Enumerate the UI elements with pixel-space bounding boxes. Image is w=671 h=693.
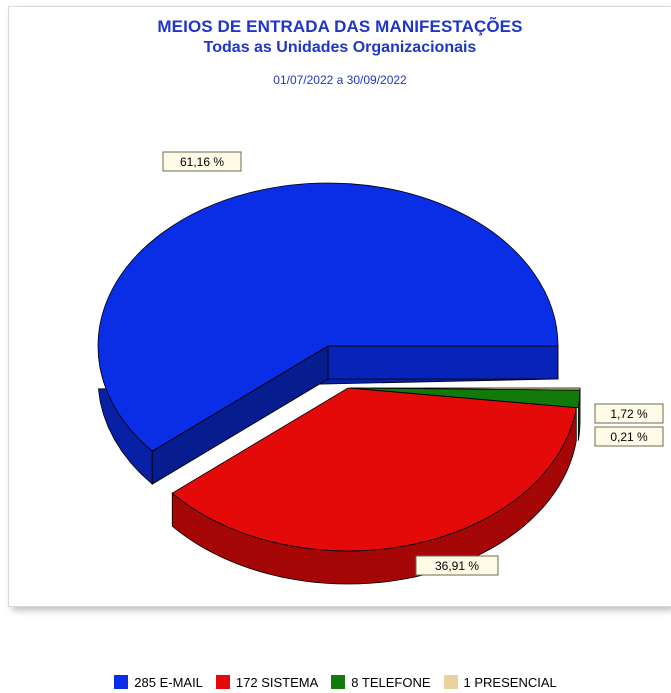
legend-label: 285 E-MAIL bbox=[134, 674, 203, 690]
legend-swatch bbox=[331, 675, 346, 689]
chart-legend: 285 E-MAIL 172 SISTEMA 8 TELEFONE 1 PRESENC… bbox=[0, 672, 671, 692]
pie-slice-e-mail bbox=[97, 182, 559, 486]
pie-chart: 61,16 % 36,91 % 1,72 % 0,21 % bbox=[97, 151, 664, 585]
percent-label-sistema: 36,91 % bbox=[415, 555, 499, 576]
legend-item-e-mail: 285 E-MAIL bbox=[114, 675, 203, 690]
legend-swatch bbox=[114, 675, 129, 689]
svg-text:61,16 %: 61,16 % bbox=[180, 155, 224, 169]
chart-subtitle: Todas as Unidades Organizacionais bbox=[203, 39, 477, 56]
percent-label-presencial: 0,21 % bbox=[594, 426, 664, 447]
legend-swatch bbox=[215, 675, 230, 689]
legend-swatch bbox=[443, 675, 458, 689]
pie-slice-sistema bbox=[171, 387, 577, 585]
legend-item-presencial: 1 PRESENCIAL bbox=[443, 674, 557, 690]
svg-text:36,91 %: 36,91 % bbox=[435, 559, 479, 573]
percent-label-telefone: 1,72 % bbox=[594, 403, 664, 424]
legend-item-telefone: 8 TELEFONE bbox=[331, 674, 431, 690]
legend-label: 172 SISTEMA bbox=[235, 674, 319, 690]
legend-item-sistema: 172 SISTEMA bbox=[215, 674, 319, 690]
chart-title: MEIOS DE ENTRADA DAS MANIFESTAÇÕES bbox=[157, 17, 523, 36]
chart-period: 01/07/2022 a 30/09/2022 bbox=[273, 73, 407, 87]
legend-label: 1 PRESENCIAL bbox=[463, 674, 557, 690]
svg-text:0,21 %: 0,21 % bbox=[610, 430, 648, 444]
svg-text:1,72 %: 1,72 % bbox=[610, 407, 648, 421]
legend-label: 8 TELEFONE bbox=[351, 674, 431, 690]
percent-label-e-mail: 61,16 % bbox=[162, 151, 242, 172]
